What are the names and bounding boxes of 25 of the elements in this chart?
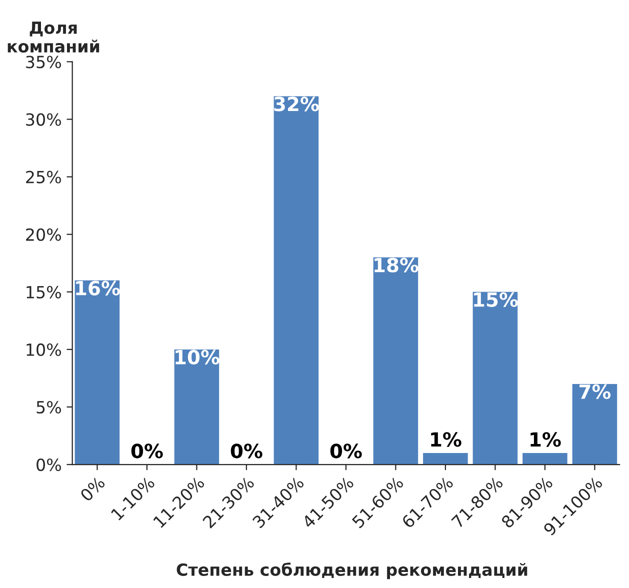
y-axis-title: Доля компаний [8,22,100,53]
bar [423,453,468,465]
bar [373,257,418,465]
y-tick-label: 15% [26,286,61,298]
y-tick-label: 25% [26,170,61,184]
y-tick-label: 5% [36,400,61,414]
bar [472,292,518,465]
x-axis-title: Степень соблюдения рекомендаций [176,562,528,580]
data-label: 0% [230,444,262,458]
data-label: 1% [530,432,561,447]
bar [274,96,319,465]
bar [522,453,568,465]
y-tick-label: 35% [26,56,61,68]
bar [74,280,120,465]
bar [174,349,220,465]
y-tick-label: 20% [26,228,61,241]
data-label: 7% [579,384,611,400]
y-tick-label: 0% [36,458,61,472]
y-tick-label: 30% [26,113,61,126]
y-tick-label: 10% [26,343,61,356]
data-label: 0% [330,444,362,458]
data-label: 1% [431,432,462,447]
bar [572,384,618,465]
x-tick-label: 0% [80,476,106,502]
data-label: 0% [131,444,163,458]
